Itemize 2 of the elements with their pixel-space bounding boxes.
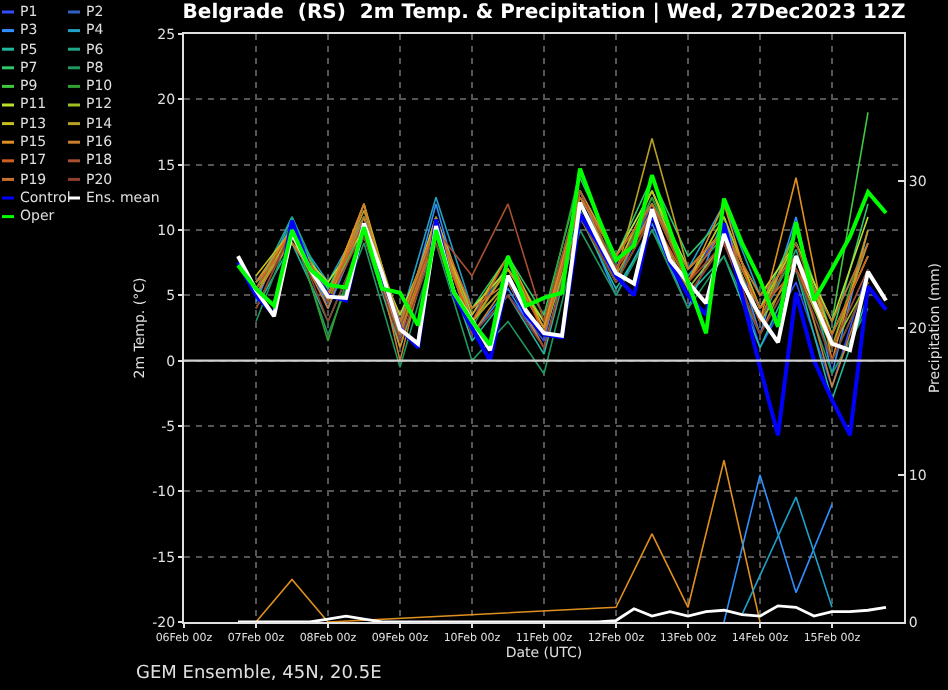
chart-title: Belgrade (RS) 2m Temp. & Precipitation | Wed, 27Dec2023 12Z — [182, 2, 906, 24]
text: GEM Ensemble, 45N, 20.5E — [136, 664, 383, 684]
